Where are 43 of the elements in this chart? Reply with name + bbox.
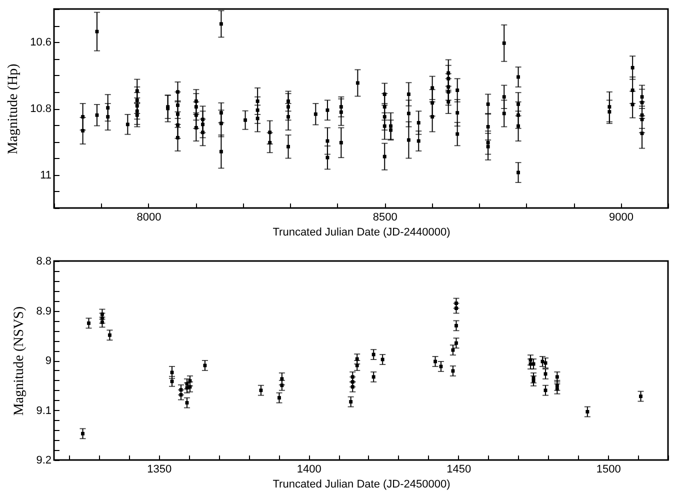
point [278,396,281,400]
y-tick-label: 10.6 [30,36,52,49]
y-tick-label: 9 [45,355,52,367]
point [451,348,455,352]
point [259,388,263,392]
point [454,341,458,345]
y-axis-title: Magnitude (Hp) [6,63,22,154]
point [108,333,112,337]
x-axis-title: Truncated Julian Date (JD-2440000) [272,226,450,238]
point [532,379,536,383]
y-tick-label: 11 [40,169,52,182]
y-tick-label: 10.8 [30,103,52,115]
y-tick-label: 9.1 [36,404,52,417]
x-tick-label: 8000 [136,212,162,224]
point [280,377,284,381]
point [87,321,90,325]
point [203,364,207,368]
x-tick-label: 9000 [609,212,634,224]
x-tick-label: 1500 [596,464,621,476]
x-tick-label: 1350 [147,464,172,476]
point [586,410,590,414]
y-axis-title: Magnitude (NSVS) [12,306,28,416]
point [188,385,192,389]
point [451,369,455,373]
x-tick-label: 1450 [446,464,472,476]
point [81,432,84,436]
y-tick-label: 8.8 [36,256,52,268]
x-tick-label: 8500 [372,212,398,224]
y-tick-label: 9.2 [36,454,52,466]
point [555,387,559,391]
point [555,375,559,379]
x-axis-title: Truncated Julian Date (JD-2450000) [272,478,450,490]
point [639,394,642,398]
x-tick-label: 1400 [296,464,322,476]
point [372,375,376,379]
point [355,364,359,368]
point [439,364,443,368]
point [372,352,376,356]
point [349,400,353,404]
point [100,320,104,324]
point [454,324,458,328]
point [555,384,559,388]
y-tick-label: 8.9 [36,305,52,318]
